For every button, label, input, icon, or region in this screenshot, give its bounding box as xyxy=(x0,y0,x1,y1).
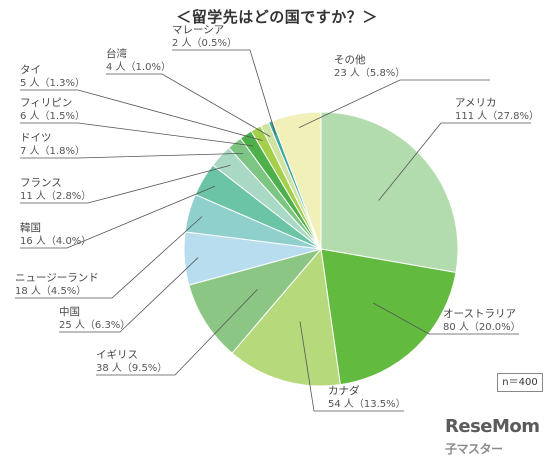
logo-text: ReseMom xyxy=(445,416,540,437)
pie-slice xyxy=(320,248,457,386)
leader-line xyxy=(299,321,404,412)
pie-slice xyxy=(231,247,341,387)
leader-line xyxy=(373,302,519,335)
slice-name: マレーシア xyxy=(172,24,225,36)
resemom-logo: ReseMom 子マスター xyxy=(445,416,554,458)
slice-value: 25 人（6.3%） xyxy=(59,320,131,331)
slice-value: 16 人（4.0%） xyxy=(20,236,92,247)
slice-label: ドイツ 7 人（1.8%） xyxy=(20,132,85,158)
pie-slice xyxy=(271,111,322,250)
slice-value: 7 人（1.8%） xyxy=(20,146,85,157)
leader-line xyxy=(15,216,203,299)
slice-label: フィリピン 6 人（1.5%） xyxy=(20,97,85,123)
slice-value: 54 人（13.5%） xyxy=(328,399,406,410)
slice-value: 4 人（1.0%） xyxy=(106,62,171,73)
slice-label: オーストラリア 80 人（20.0%） xyxy=(443,308,521,334)
slice-name: カナダ xyxy=(328,385,360,397)
slice-label: タイ 5 人（1.3%） xyxy=(20,64,85,90)
slice-value: 11 人（2.8%） xyxy=(20,191,92,202)
leader-line xyxy=(106,73,271,137)
slice-name: 台湾 xyxy=(106,48,127,60)
leader-line xyxy=(96,289,258,376)
leader-line xyxy=(20,153,244,159)
sample-size-box: n＝400 xyxy=(497,373,543,392)
slice-label: 台湾 4 人（1.0%） xyxy=(106,48,171,74)
slice-label: マレーシア 2 人（0.5%） xyxy=(172,24,237,50)
slice-value: 80 人（20.0%） xyxy=(443,322,521,333)
slice-label: ニュージーランド 18 人（4.5%） xyxy=(15,272,99,298)
pie-slice xyxy=(188,248,323,354)
slice-label: 中国 25 人（6.3%） xyxy=(59,306,130,332)
slice-value: 5 人（1.3%） xyxy=(20,78,85,89)
slice-label: カナダ 54 人（13.5%） xyxy=(328,385,406,411)
slice-name: ドイツ xyxy=(20,132,52,144)
slice-label: イギリス 38 人（9.5%） xyxy=(96,349,167,375)
slice-label: アメリカ 111 人（27.8%） xyxy=(455,97,539,123)
leader-line xyxy=(172,49,276,135)
slice-value: 38 人（9.5%） xyxy=(96,363,168,374)
slice-name: オーストラリア xyxy=(443,308,516,320)
slice-label: フランス 11 人（2.8%） xyxy=(20,177,91,203)
slice-name: ニュージーランド xyxy=(15,272,99,284)
leader-line xyxy=(59,257,199,333)
slice-value: 18 人（4.5%） xyxy=(15,286,87,297)
leader-line xyxy=(378,122,531,201)
slice-label: その他 23 人（5.8%） xyxy=(334,54,405,80)
leader-line xyxy=(298,79,490,129)
logo-sub-text: 子マスター xyxy=(445,442,503,456)
slice-name: イギリス xyxy=(96,349,138,361)
chart-title: ＜留学先はどの国ですか？＞ xyxy=(176,8,378,26)
slice-value: 111 人（27.8%） xyxy=(455,111,540,122)
slice-value: 6 人（1.5%） xyxy=(20,111,85,122)
slice-label: 韓国 16 人（4.0%） xyxy=(20,222,91,248)
slice-name: アメリカ xyxy=(455,97,497,109)
slice-name: 中国 xyxy=(59,306,80,318)
slice-name: 韓国 xyxy=(20,222,41,234)
leader-line xyxy=(20,122,254,147)
slice-value: 23 人（5.8%） xyxy=(334,68,406,79)
leader-line xyxy=(20,89,263,141)
leader-line xyxy=(20,185,216,249)
slice-name: フィリピン xyxy=(20,97,73,109)
slice-name: フランス xyxy=(20,177,62,189)
slice-name: その他 xyxy=(334,54,366,66)
slice-value: 2 人（0.5%） xyxy=(172,38,237,49)
leader-line xyxy=(20,164,231,204)
pie-slice xyxy=(320,111,459,274)
slice-name: タイ xyxy=(20,64,41,76)
